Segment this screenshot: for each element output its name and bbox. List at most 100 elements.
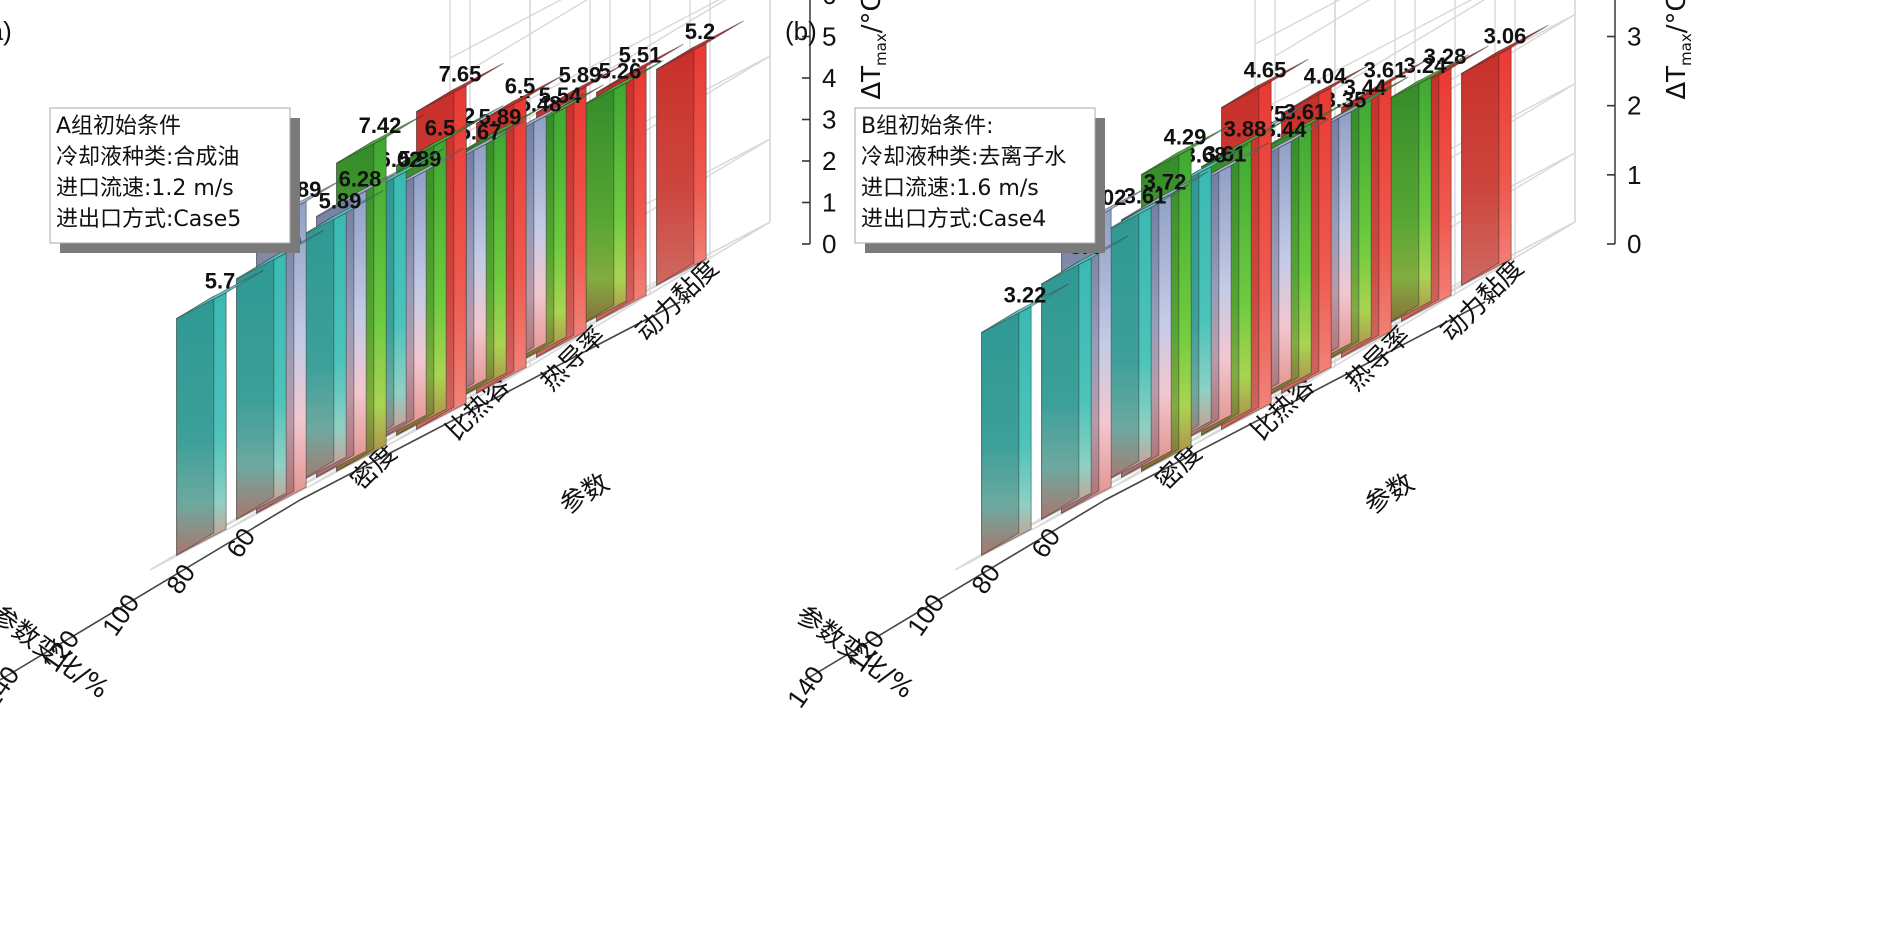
z-axis-title: ΔTmax/°C — [1662, 0, 1695, 100]
bar-value-label: 6.5 — [425, 115, 456, 140]
bar-value-label: 3.24 — [1404, 53, 1448, 78]
info-box-line: 进口流速:1.2 m/s — [56, 176, 234, 201]
x-tick-label: 80 — [965, 558, 1006, 599]
grid-line — [1254, 0, 1473, 114]
bars: 5.25.515.265.895.545.486.55.895.676.27.6… — [176, 19, 744, 557]
info-box — [49, 107, 291, 244]
bar-value-label: 5.54 — [539, 83, 583, 108]
bar-value-label: 3.61 — [1124, 183, 1167, 208]
grid-line — [1254, 0, 1341, 45]
z-tick-label: 4 — [822, 63, 836, 93]
bar-value-label: 3.61 — [1364, 57, 1407, 82]
bar[interactable]: 3.22 — [981, 282, 1069, 557]
info-box-line: 冷却液种类:去离子水 — [861, 145, 1066, 170]
bar-face-shade — [236, 256, 274, 520]
info-box — [854, 107, 1096, 244]
bar-top — [336, 114, 424, 164]
info-box-line: 进出口方式:Case4 — [861, 207, 1046, 232]
bar-value-label: 3.88 — [1224, 117, 1267, 142]
bar[interactable]: 5.2 — [656, 19, 744, 287]
bar[interactable]: 3.06 — [1461, 23, 1549, 287]
bar-top — [1201, 118, 1289, 168]
bar-value-label: 6.5 — [505, 73, 536, 98]
bars: 3.063.283.243.613.443.354.043.613.443.75… — [981, 23, 1549, 557]
z-tick-label: 1 — [822, 188, 836, 218]
bar-value-label: 5.89 — [479, 105, 522, 130]
y-axis-line — [299, 301, 681, 501]
z-tick-label: 0 — [1627, 229, 1641, 259]
bar-value-label: 4.04 — [1304, 64, 1348, 89]
bar-value-label: 7.42 — [359, 113, 402, 138]
bar-top — [1281, 64, 1369, 115]
bar[interactable]: 5.7 — [176, 268, 264, 557]
bar-top — [176, 269, 264, 320]
floor-line — [1274, 221, 1576, 403]
bar-top — [1101, 184, 1189, 234]
z-tick-label: 5 — [822, 22, 836, 52]
bar-top — [536, 63, 624, 114]
bar-top — [656, 20, 744, 70]
bar-face-shade — [176, 296, 214, 556]
info-box-line: 进口流速:1.6 m/s — [861, 176, 1039, 201]
bar-value-label: 3.61 — [1284, 99, 1327, 124]
bar-value-label: 7.65 — [439, 62, 482, 87]
x-axis-line — [804, 499, 1106, 681]
bar-top — [1221, 58, 1309, 109]
z-axis-title-sub: max — [1677, 33, 1695, 66]
panel-b: 0123456ΔTmax/°C6080100120140参数变化/%密度比热容热… — [781, 0, 1695, 713]
bar-top — [476, 74, 564, 124]
bar-top — [396, 116, 484, 166]
bar-value-label: 3.06 — [1484, 23, 1527, 48]
bar-top — [296, 189, 384, 240]
x-tick-label: 80 — [160, 558, 201, 599]
bar-face-shade — [981, 310, 1019, 556]
y-axis-title: 参数 — [555, 468, 615, 521]
bar-value-label: 6.28 — [339, 166, 382, 191]
bar-top — [1341, 58, 1429, 108]
bar-face-shade — [656, 47, 694, 286]
bar-value-label: 5.7 — [205, 268, 236, 293]
bar[interactable]: 3.4 — [1041, 234, 1129, 521]
info-box-line: 进出口方式:Case5 — [56, 207, 241, 232]
bar-top — [1141, 125, 1229, 175]
bar-top — [416, 62, 504, 113]
bar-face-shade — [1041, 261, 1079, 520]
grid-line — [469, 0, 589, 71]
y-axis-title: 参数 — [1360, 468, 1420, 521]
bar-value-label: 5.2 — [685, 19, 716, 44]
bar-top — [981, 283, 1069, 333]
x-axis-line — [0, 499, 301, 681]
bar-value-label: 3.44 — [1344, 75, 1388, 100]
bar-top — [316, 167, 404, 218]
z-axis-title-sub: max — [872, 33, 890, 66]
bar-value-label: 4.29 — [1164, 124, 1207, 149]
z-tick-label: 6 — [822, 0, 836, 10]
bar-face-shade — [1461, 51, 1499, 286]
bar-top — [596, 43, 684, 93]
info-box-line: 冷却液种类:合成油 — [56, 145, 239, 170]
bar-top — [1381, 54, 1469, 104]
bar-top — [1461, 24, 1549, 74]
z-tick-label: 2 — [1627, 91, 1641, 121]
panel-a: 012345678910ΔTmax/°C6080100120140参数变化/%密… — [0, 0, 890, 713]
bar-value-label: 3.22 — [1004, 282, 1047, 307]
panel-label: (b) — [785, 16, 817, 46]
z-tick-label: 3 — [822, 105, 836, 135]
bar-value-label: 5.89 — [319, 189, 362, 214]
z-axis-title-main: ΔT — [857, 66, 887, 100]
z-axis-title-unit: /°C — [857, 0, 887, 33]
y-axis-line — [1104, 301, 1486, 501]
panel-label: (a) — [0, 16, 12, 46]
grid-line — [1274, 0, 1371, 57]
bar-top — [1261, 100, 1349, 150]
info-box-line: A组初始条件 — [56, 114, 181, 139]
z-axis-title-unit: /°C — [1662, 0, 1692, 33]
bar[interactable]: 5.79 — [236, 229, 324, 521]
z-tick-label: 2 — [822, 146, 836, 176]
bar-value-label: 5.26 — [599, 59, 642, 84]
info-box-line: B组初始条件: — [861, 114, 994, 139]
bar-value-label: 3.28 — [1424, 44, 1467, 69]
z-axis-title-main: ΔT — [1662, 66, 1692, 100]
